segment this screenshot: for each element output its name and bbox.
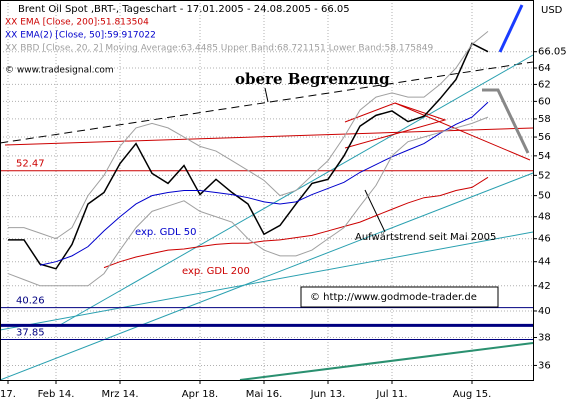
series-line — [8, 30, 489, 240]
y-tick-label: 66.05 — [538, 47, 567, 58]
legend-entry: XX EMA [Close, 200]:51.813504 — [5, 18, 149, 28]
y-tick-label: 36 — [538, 360, 551, 371]
trend-lines — [0, 4, 534, 381]
projection-arrow — [482, 88, 530, 154]
triangle — [344, 102, 447, 149]
grid — [0, 0, 537, 384]
y-tick-label: 50 — [538, 191, 551, 202]
legend-entry: XX BBD [Close, 20, 2] Moving Average:63.… — [5, 44, 433, 54]
y-tick-label: 42 — [538, 281, 551, 292]
y-tick-label: 46 — [538, 234, 551, 245]
series-line — [39, 101, 489, 266]
x-tick-label: Jun 13. — [310, 389, 346, 400]
level-label: 40.26 — [16, 296, 45, 307]
x-tick-label: Mrz 14. — [101, 389, 138, 400]
y-axis-label: USD — [541, 5, 563, 16]
x-tick-label: 17. — [0, 389, 16, 400]
level-label: 37.85 — [16, 328, 45, 339]
y-tick-label: 38 — [538, 332, 551, 343]
series-line — [8, 42, 489, 270]
projection-arrow — [498, 4, 524, 53]
callout-line — [264, 87, 269, 103]
x-tick-label: Apr 18. — [182, 389, 218, 400]
y-tick-label: 52 — [538, 170, 551, 181]
x-tick-label: Jul 11. — [375, 389, 407, 400]
upper-boundary-line — [0, 61, 534, 144]
annotation: © www.tradesignal.com — [5, 66, 114, 76]
y-tick-label: 56 — [538, 132, 551, 143]
x-tick-label: Mai 16. — [246, 389, 283, 400]
x-tick-label: Aug 15. — [453, 389, 492, 400]
level-label: 52.47 — [16, 159, 45, 170]
series-line — [103, 176, 489, 269]
chart-title: Brent Oil Spot ,BRT-, Tageschart - 17.01… — [18, 4, 350, 15]
y-tick-label: 48 — [538, 212, 551, 223]
x-tick-label: Feb 14. — [38, 389, 75, 400]
y-tick-label: 60 — [538, 96, 551, 107]
y-tick-label: 44 — [538, 257, 551, 268]
trend-line — [239, 342, 534, 381]
callout-line — [364, 189, 386, 233]
y-tick-label: 58 — [538, 114, 551, 125]
annotation: exp. GDL 200 — [182, 266, 250, 277]
annotation: obere Begrenzung — [235, 70, 390, 88]
series-line — [7, 116, 489, 287]
plot-frame — [0, 0, 534, 381]
triangle-extension — [394, 102, 531, 161]
annotation: exp. GDL 50 — [135, 227, 197, 238]
annotation: © http://www.godmode-trader.de — [310, 292, 477, 303]
y-tick-label: 64 — [538, 63, 551, 74]
y-tick-label: 62 — [538, 79, 551, 90]
trend-line — [0, 172, 534, 381]
y-tick-label: 40 — [538, 306, 551, 317]
annotation-box — [300, 286, 499, 308]
data — [0, 30, 533, 341]
trend-line — [0, 231, 534, 331]
y-tick-label: 54 — [538, 151, 551, 162]
legend-entry: XX EMA(2) [Close, 50]:59.917022 — [5, 31, 156, 41]
annotation: Aufwärtstrend seit Mai 2005 — [355, 232, 496, 243]
